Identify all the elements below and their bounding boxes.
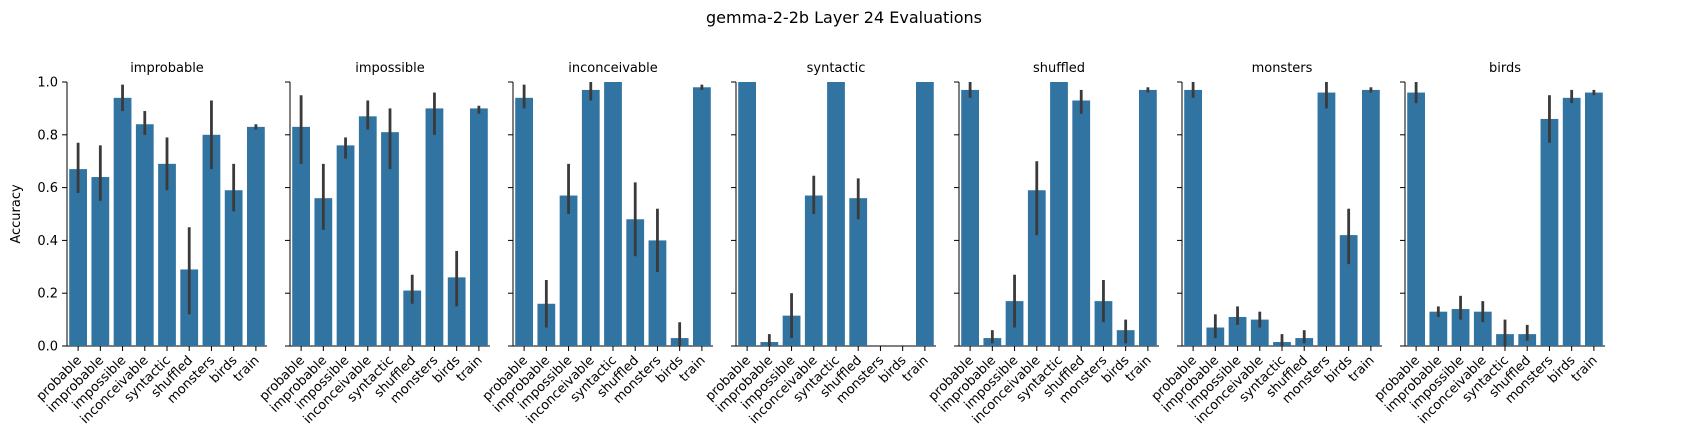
y-tick-label: 0.2 [37, 287, 58, 302]
bar-impossible [336, 145, 355, 346]
bar-train [247, 126, 265, 346]
bar-monsters [1317, 92, 1336, 346]
bar-probable [515, 97, 533, 346]
bar-train [916, 82, 934, 346]
bar-inconceivable [581, 89, 600, 347]
bar-inconceivable [1250, 319, 1269, 346]
bar-train [1362, 89, 1380, 347]
bar-monsters [202, 134, 221, 346]
bar-monsters [648, 240, 667, 346]
x-tick-label: train [1569, 353, 1601, 385]
bar-inconceivable [1027, 190, 1046, 346]
bar-probable [1184, 89, 1202, 347]
panel-birds: birdsprobableimprobableimpossibleinconce… [1372, 61, 1605, 427]
y-tick-label: 0.6 [37, 181, 58, 196]
bar-probable [961, 89, 979, 347]
bar-syntactic [827, 82, 845, 346]
bar-impossible [1451, 309, 1470, 346]
x-tick-label: train [1346, 353, 1378, 385]
bar-impossible [1228, 316, 1247, 346]
bar-shuffled [849, 198, 868, 346]
bar-shuffled [626, 219, 645, 346]
bar-improbable [314, 198, 333, 346]
bar-syntactic [604, 82, 622, 346]
panel-inconceivable: inconceivableprobableimprobableimpossibl… [480, 61, 713, 427]
bar-birds [1339, 235, 1358, 346]
panel-title: birds [1489, 61, 1521, 76]
panel-title: impossible [355, 61, 425, 76]
y-tick-label: 1.0 [37, 76, 58, 91]
bar-inconceivable [1473, 311, 1492, 346]
y-tick-label: 0.0 [37, 340, 58, 355]
bar-train [470, 108, 488, 347]
panel-impossible: impossibleprobableimprobableimpossiblein… [257, 61, 490, 427]
y-tick-label: 0.4 [37, 234, 58, 249]
bar-birds [447, 277, 466, 346]
panel-shuffled: shuffledprobableimprobableimpossibleinco… [926, 61, 1159, 427]
figure-title: gemma-2-2b Layer 24 Evaluations [706, 8, 982, 27]
x-tick-label: train [677, 353, 709, 385]
bar-probable [738, 82, 756, 346]
panel-improbable: improbable0.00.20.40.60.81.0probableimpr… [9, 61, 267, 427]
bar-monsters [1094, 301, 1113, 346]
bar-probable [69, 169, 87, 346]
bar-train [1585, 92, 1603, 346]
bar-train [693, 87, 711, 346]
bar-birds [224, 190, 243, 346]
bar-syntactic [381, 132, 399, 346]
bar-birds [1562, 97, 1581, 346]
panel-title: inconceivable [568, 61, 657, 76]
bar-monsters [425, 108, 444, 347]
y-tick-label: 0.8 [37, 128, 58, 143]
x-tick-label: train [900, 353, 932, 385]
panel-monsters: monstersprobableimprobableimpossibleinco… [1149, 61, 1382, 427]
bar-improbable [91, 177, 110, 346]
x-tick-label: train [231, 353, 263, 385]
bar-probable [1407, 92, 1425, 346]
y-axis-label: Accuracy [9, 184, 24, 244]
panel-title: improbable [130, 61, 204, 76]
bar-improbable [1429, 311, 1448, 346]
bar-impossible [559, 195, 578, 346]
bar-inconceivable [358, 116, 377, 346]
bar-inconceivable [804, 195, 823, 346]
bar-shuffled [1072, 100, 1091, 346]
panel-title: monsters [1252, 61, 1313, 76]
panels: improbable0.00.20.40.60.81.0probableimpr… [9, 61, 1605, 427]
bar-monsters [1540, 118, 1559, 347]
bar-shuffled [403, 290, 422, 346]
panel-title: syntactic [807, 61, 866, 76]
bar-impossible [113, 97, 132, 346]
panel-syntactic: syntacticprobableimprobableimpossibleinc… [703, 61, 936, 427]
bar-syntactic [1050, 82, 1068, 346]
bar-probable [292, 126, 310, 346]
panel-title: shuffled [1033, 61, 1085, 76]
bar-syntactic [158, 163, 176, 346]
x-tick-label: train [454, 353, 486, 385]
bar-train [1139, 89, 1157, 347]
x-tick-label: train [1123, 353, 1155, 385]
bar-inconceivable [135, 124, 154, 347]
